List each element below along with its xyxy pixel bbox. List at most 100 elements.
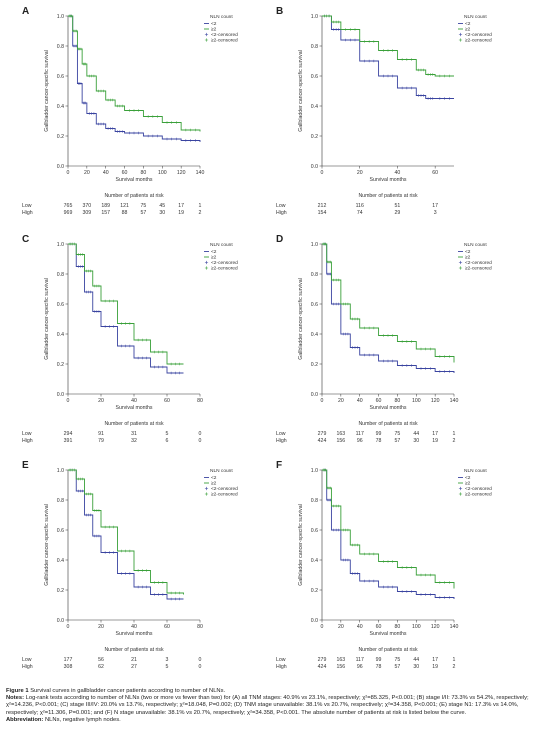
risk-table-title: Number of patients at risk (358, 647, 418, 653)
x-axis-title: Survival months (370, 631, 407, 637)
y-tick-label: 0.4 (57, 332, 64, 338)
censor-mark (151, 115, 155, 118)
censor-mark (120, 322, 123, 325)
legend-label: ≥2 (465, 27, 471, 33)
x-tick-label: 40 (357, 398, 363, 404)
censor-mark (386, 560, 390, 563)
survival-curve-high (322, 243, 455, 363)
y-tick-label: 0.2 (57, 588, 64, 594)
censor-mark (153, 350, 156, 354)
risk-value: 45 (159, 203, 165, 209)
censor-mark (146, 115, 150, 118)
x-tick-label: 60 (164, 624, 170, 630)
risk-table-title: Number of patients at risk (104, 421, 164, 427)
censor-mark (106, 127, 110, 130)
panel-c: C 0.0 0.2 0.4 0.6 0.8 1.0 0 20 40 60 80 Survival mon… (18, 232, 258, 454)
panel-letter: E (22, 460, 29, 471)
risk-row-label: Low (22, 431, 32, 437)
censor-mark (146, 134, 150, 138)
y-tick-label: 0.4 (57, 104, 64, 110)
censor-mark (419, 367, 423, 370)
risk-row-label: Low (276, 657, 286, 663)
legend-swatch (204, 266, 209, 270)
censor-mark (381, 49, 385, 52)
censor-mark (173, 597, 177, 601)
legend-title: NLN count (464, 468, 487, 474)
notes-text: Log-rank tests according to number of NL… (6, 695, 529, 716)
panel-e: E 0.0 0.2 0.4 0.6 0.8 1.0 0 20 40 60 80 Survival mon… (18, 458, 258, 680)
censor-mark (367, 326, 371, 330)
y-tick-label: 0.8 (311, 498, 318, 504)
censor-mark (372, 59, 376, 63)
legend-label: <2-censored (465, 260, 492, 266)
x-tick-label: 100 (412, 624, 421, 630)
censor-mark (103, 299, 107, 303)
censor-mark (324, 468, 327, 472)
censor-mark (103, 525, 107, 529)
y-axis-title: Gallbladder cancer-specific survival (298, 504, 304, 586)
x-tick-label: 40 (103, 170, 109, 176)
censor-mark (405, 364, 409, 367)
censor-mark (344, 528, 347, 532)
censor-mark (118, 104, 122, 108)
risk-value: 44 (413, 431, 419, 437)
risk-value: 78 (376, 664, 382, 670)
legend-label: ≥2-censored (211, 266, 238, 272)
censor-mark (103, 551, 107, 554)
abbreviation-text: NLNs, negative lymph nodes. (45, 716, 121, 723)
x-axis-title: Survival months (116, 177, 153, 183)
y-tick-label: 1.0 (311, 468, 318, 474)
censor-mark (170, 121, 174, 124)
censor-mark (128, 344, 132, 348)
censor-mark (346, 302, 350, 306)
censor-mark (381, 334, 385, 337)
censor-mark (161, 350, 165, 354)
risk-value: 189 (101, 203, 110, 209)
censor-mark (405, 58, 409, 61)
censor-mark (353, 572, 357, 575)
censor-mark (438, 74, 442, 78)
censor-mark (97, 534, 101, 538)
censor-mark (424, 573, 428, 577)
risk-value: 74 (357, 210, 363, 216)
censor-mark (136, 338, 140, 342)
risk-value: 5 (166, 431, 169, 437)
censor-mark (344, 302, 347, 306)
censor-mark (332, 20, 336, 24)
censor-mark (353, 543, 357, 547)
censor-mark (124, 344, 128, 348)
legend-label: ≥2-censored (465, 492, 492, 498)
risk-value: 163 (337, 657, 346, 663)
censor-mark (107, 525, 111, 529)
risk-row-label: High (22, 438, 33, 444)
risk-value: 2 (199, 210, 202, 216)
risk-value: 157 (101, 210, 110, 216)
censor-mark (363, 40, 366, 43)
y-axis-title: Gallbladder cancer-specific survival (44, 278, 50, 360)
abbreviation-label: Abbreviation: (6, 716, 44, 723)
censor-mark (145, 585, 148, 589)
censor-mark (351, 572, 354, 575)
censor-mark (405, 566, 409, 569)
x-tick-label: 60 (432, 170, 438, 176)
censor-mark (112, 551, 115, 554)
y-axis-title: Gallbladder cancer-specific survival (298, 278, 304, 360)
censor-mark (92, 74, 96, 78)
x-axis-title: Survival months (116, 405, 153, 411)
censor-mark (367, 59, 371, 63)
censor-mark (173, 362, 177, 366)
risk-value: 21 (131, 657, 137, 663)
legend-label: <2-censored (211, 486, 238, 492)
censor-mark (102, 122, 105, 126)
y-tick-label: 0.4 (57, 558, 64, 564)
y-axis-title: Gallbladder cancer-specific survival (298, 50, 304, 132)
censor-mark (112, 299, 115, 303)
censor-mark (419, 347, 423, 351)
censor-mark (410, 86, 413, 90)
censor-mark (386, 585, 390, 589)
censor-mark (351, 317, 354, 321)
risk-value: 57 (395, 664, 401, 670)
risk-table-title: Number of patients at risk (358, 421, 418, 427)
censor-mark (426, 97, 430, 100)
censor-mark (324, 242, 327, 246)
